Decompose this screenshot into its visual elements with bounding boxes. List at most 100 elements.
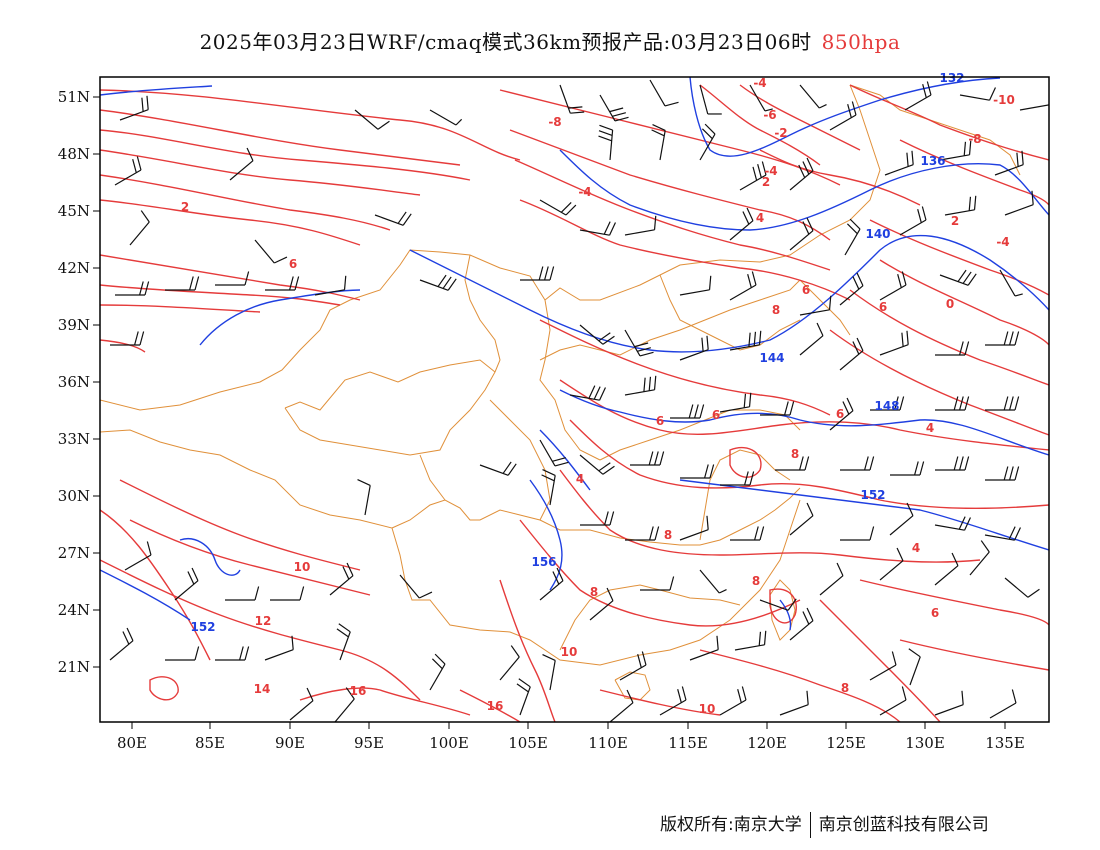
wind-barb (870, 396, 905, 411)
temperature-isotherm (100, 254, 361, 301)
wind-barb (589, 587, 614, 621)
height-contour (559, 149, 1049, 231)
wind-barb (599, 94, 629, 122)
wind-barb (829, 397, 854, 431)
boundary-line (464, 254, 501, 373)
wind-barb (879, 547, 904, 581)
boundary-line (100, 429, 801, 666)
wind-barb (520, 266, 555, 281)
temperature-isotherm (699, 649, 901, 722)
boundary-line (419, 454, 446, 501)
wind-barb (110, 331, 145, 346)
chart-title: 2025年03月23日WRF/cmaq模式36km预报产品:03月23日06时 8… (0, 26, 1100, 55)
temperature-isotherm (899, 639, 1049, 671)
wind-barb (165, 276, 200, 291)
boundary-line (599, 409, 801, 461)
temperature-isotherm (869, 219, 1049, 296)
title-level: 850hpa (821, 30, 901, 54)
lon-tick-label: 120E (747, 734, 787, 752)
temperature-isotherm (514, 159, 831, 271)
lat-tick-label: 39N (58, 316, 90, 334)
isotherm-label: 8 (841, 681, 849, 695)
temperature-isotherm (129, 519, 371, 596)
wind-barb (760, 401, 795, 416)
isotherm-label: -4 (764, 164, 777, 178)
wind-barb (357, 478, 371, 516)
temperature-isotherm (769, 588, 797, 624)
lon-tick-label: 125E (826, 734, 866, 752)
temperature-isotherm (849, 289, 1049, 386)
isotherm-label: 8 (772, 303, 780, 317)
title-main: 2025年03月23日WRF/cmaq模式36km预报产品:03月23日06时 (199, 30, 812, 54)
isotherm-label: 16 (487, 699, 504, 713)
wind-barb (624, 329, 654, 357)
wind-barb (789, 217, 814, 251)
wind-barb (934, 552, 959, 586)
wind-barb (1019, 104, 1049, 111)
footer-right: 南京创蓝科技有限公司 (818, 815, 989, 835)
temperature-isotherm (100, 174, 391, 231)
wind-barb (1004, 190, 1034, 216)
height-contour (679, 479, 1049, 551)
temperature-isotherm (100, 149, 421, 196)
wind-barb (720, 471, 755, 486)
wind-barb (579, 221, 617, 236)
height-label: 156 (531, 555, 556, 569)
lon-tick-label: 135E (985, 734, 1025, 752)
wind-barb (659, 686, 687, 716)
wind-barb (730, 526, 765, 541)
wind-barb (935, 396, 970, 411)
wind-barb (985, 396, 1020, 411)
wind-barb (699, 569, 727, 594)
wind-barb (624, 375, 657, 396)
wind-barb (775, 456, 810, 471)
boundary-line (539, 487, 801, 546)
temperature-isotherm (829, 329, 1049, 436)
temperature-isotherm (729, 446, 762, 478)
wind-barb (609, 689, 634, 722)
wind-barb (630, 451, 665, 466)
wind-barb (844, 218, 861, 256)
height-contour (409, 234, 1049, 353)
wind-barb (569, 385, 607, 401)
temperature-isotherm (819, 599, 941, 722)
lat-tick-label: 30N (58, 487, 90, 505)
temperature-isotherm (739, 84, 861, 151)
lon-tick-label: 95E (354, 734, 384, 752)
isotherm-label: 6 (289, 257, 297, 271)
wind-barb (719, 686, 747, 716)
height-label: 152 (190, 620, 215, 634)
wind-barb (640, 576, 675, 591)
wind-barb (598, 124, 614, 161)
isotherm-label: 4 (926, 421, 934, 435)
temperature-isotherm (100, 199, 361, 246)
wind-barb (799, 84, 827, 109)
height-contour (779, 599, 792, 631)
isotherm-label: 8 (590, 585, 598, 599)
height-label: 152 (860, 488, 885, 502)
temperature-contours (100, 84, 1049, 722)
wind-barb (124, 541, 152, 571)
wind-barb (789, 502, 814, 536)
contour-labels: -10 -8 -8 -6 -4 -4 -4 -4 -2 0 2 2 2 4 4 4 4 6 6 6 6 6 6 6 8 8 8 8 8 8… (181, 71, 1015, 716)
lat-tick-label: 48N (58, 145, 90, 163)
isotherm-label: 10 (294, 560, 311, 574)
lat-tick-label: 51N (58, 88, 90, 106)
wind-barb (254, 239, 288, 264)
wind-barb (670, 404, 705, 419)
wind-barb (969, 540, 990, 576)
isotherm-label: 6 (836, 407, 844, 421)
isotherm-label: -2 (774, 126, 787, 140)
wind-barb (374, 211, 412, 226)
isotherm-label: 6 (879, 300, 887, 314)
height-contour (179, 538, 241, 576)
wind-barb (879, 330, 909, 356)
height-contour (100, 85, 213, 96)
wind-barb (944, 195, 977, 216)
wind-barb (934, 690, 964, 716)
wind-barb (651, 123, 666, 161)
wind-barb (539, 439, 569, 467)
wind-barb (619, 651, 647, 681)
wind-barb (539, 567, 564, 601)
wind-barb (541, 468, 556, 506)
